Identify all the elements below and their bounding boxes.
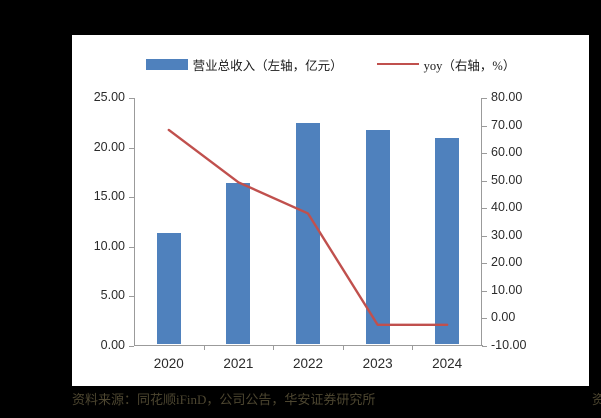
left-axis-tick-label: 10.00 xyxy=(93,238,125,253)
right-axis-tick-label: -10.00 xyxy=(491,338,527,352)
x-axis-tick-mark xyxy=(412,346,414,350)
left-axis-line xyxy=(134,98,135,346)
plot-area: 0.00 5.00 10.00 15.00 20.00 25.00 -10.00 0.00 1… xyxy=(94,91,527,371)
right-axis-tick-label: 60.00 xyxy=(491,145,523,160)
left-axis-tick-label: 25.00 xyxy=(93,90,125,104)
left-axis-tick-label: 5.00 xyxy=(100,288,125,303)
right-axis-tick-mark xyxy=(482,153,487,155)
bar-2022 xyxy=(296,122,320,344)
x-axis-tick-label-2024: 2024 xyxy=(432,356,463,371)
legend-label-yoy: yoy（右轴，%） xyxy=(423,58,516,73)
x-axis-tick-label-2022: 2022 xyxy=(292,356,323,371)
right-axis-tick-label: 50.00 xyxy=(491,172,523,187)
x-axis-tick-mark xyxy=(273,346,275,350)
bar-2020 xyxy=(156,232,181,344)
left-axis-tick-label: 0.00 xyxy=(100,338,125,352)
right-axis-tick-mark xyxy=(482,235,487,237)
right-axis-tick-mark xyxy=(482,125,487,127)
right-axis-tick-label: 10.00 xyxy=(491,282,523,297)
bar-2023 xyxy=(365,129,390,344)
right-axis-tick-mark xyxy=(482,290,487,292)
right-axis-tick-label: 30.00 xyxy=(491,227,523,242)
legend-entry-yoy: yoy（右轴，%） xyxy=(376,55,516,74)
left-axis-tick-mark xyxy=(129,98,134,99)
x-axis-tick-mark xyxy=(203,346,205,350)
left-axis-tick-mark xyxy=(129,346,134,347)
source-note: 资料来源：同花顺iFinD，公司公告，华安证券研究所 xyxy=(72,392,376,407)
right-axis-tick-mark xyxy=(482,346,487,347)
right-axis-tick-label: 40.00 xyxy=(491,200,523,215)
right-axis-tick-label: 0.00 xyxy=(491,310,516,325)
right-axis-tick-mark xyxy=(482,98,487,99)
x-axis-tick-mark xyxy=(342,346,344,350)
x-axis-line xyxy=(134,345,483,346)
right-axis-tick-label: 80.00 xyxy=(491,90,523,104)
legend-entry-revenue: 营业总收入（左轴，亿元） xyxy=(145,55,343,74)
right-axis-tick-mark xyxy=(482,263,487,265)
left-axis-tick-mark xyxy=(129,296,134,298)
left-axis-tick-label: 15.00 xyxy=(93,189,125,204)
left-axis-tick-mark xyxy=(129,246,134,248)
x-axis-tick-label-2021: 2021 xyxy=(223,356,254,371)
source-note-tail: 资 xyxy=(592,392,601,407)
right-axis-tick-label: 70.00 xyxy=(491,117,523,132)
right-axis-tick-mark xyxy=(482,180,487,182)
chart-legend: 营业总收入（左轴，亿元） yoy（右轴，%） xyxy=(72,51,589,77)
right-axis-line xyxy=(481,98,482,346)
right-axis-tick-mark xyxy=(482,208,487,210)
chart-panel: 营业总收入（左轴，亿元） yoy（右轴，%） 0.00 5.00 10.00 15.0… xyxy=(72,35,589,386)
yoy-line-series xyxy=(167,128,449,326)
bar-2024 xyxy=(435,137,460,344)
left-axis-tick-mark xyxy=(129,147,134,149)
bar-series-swatch-icon xyxy=(145,58,188,70)
x-axis-tick-label-2023: 2023 xyxy=(362,356,393,371)
legend-label-revenue: 营业总收入（左轴，亿元） xyxy=(192,58,343,73)
bar-2021 xyxy=(226,183,251,344)
yoy-polyline xyxy=(167,128,449,326)
left-axis-tick-label: 20.00 xyxy=(93,139,125,154)
left-axis-tick-mark xyxy=(129,197,134,199)
right-axis-tick-mark xyxy=(482,318,487,320)
x-axis-tick-label-2020: 2020 xyxy=(153,356,184,371)
line-series-swatch-icon xyxy=(376,63,419,65)
right-axis-tick-label: 20.00 xyxy=(491,255,523,270)
